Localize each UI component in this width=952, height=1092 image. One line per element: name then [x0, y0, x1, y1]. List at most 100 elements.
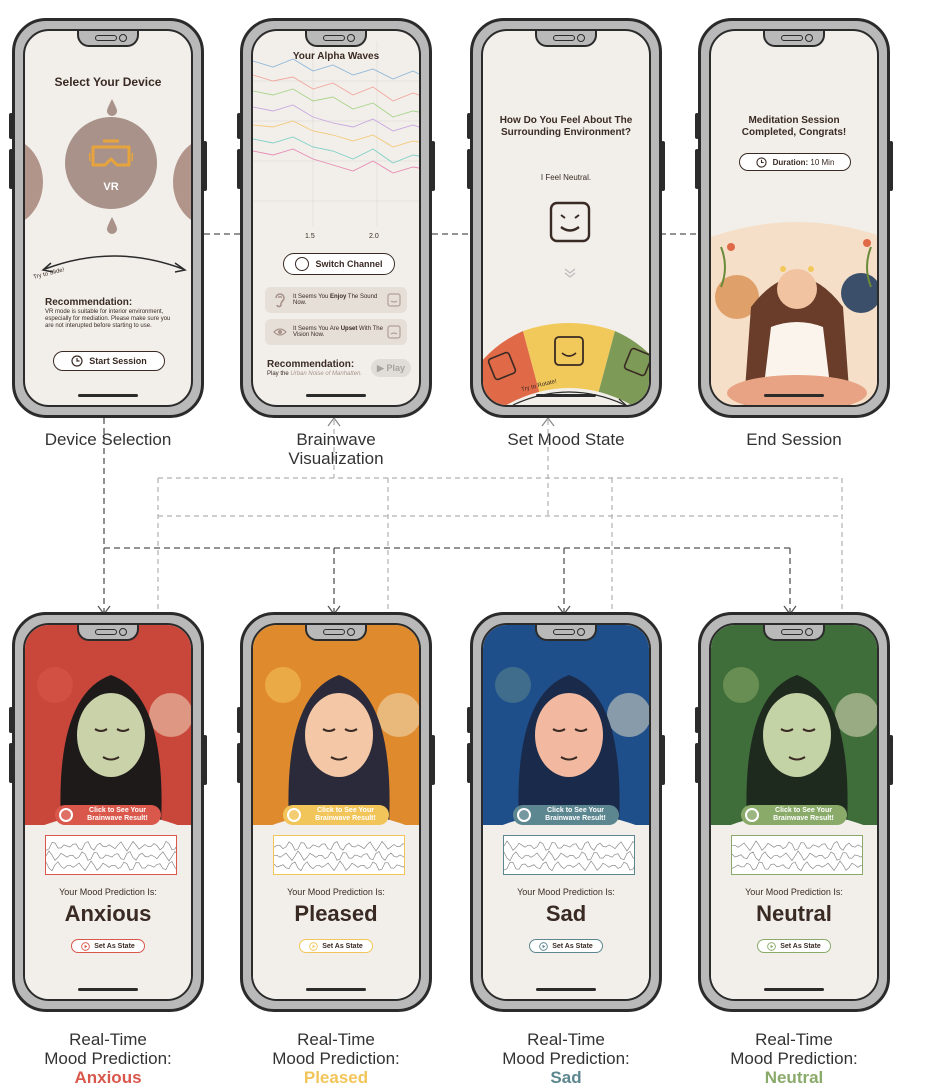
phone-prediction-sad: Click to See Your Brainwave Result! Your… [467, 612, 665, 1012]
view-brainwave-button[interactable]: Click to See Your Brainwave Result! [283, 805, 389, 825]
slide-arc[interactable] [39, 239, 189, 279]
insight-card-sound[interactable]: It Seems You Enjoy The Sound Now. [265, 287, 407, 313]
vr-headset-icon [89, 139, 133, 167]
screen-prediction: Click to See Your Brainwave Result! Your… [251, 623, 421, 1001]
smile-face-icon [387, 293, 401, 307]
caption-brainwave: Brainwave Visualization [288, 430, 384, 468]
set-as-state-button[interactable]: Set As State [757, 939, 831, 953]
feeling-text: I Feel Neutral. [540, 173, 592, 182]
set-as-state-label: Set As State [780, 942, 821, 950]
caption-mood-word: Sad [550, 1068, 582, 1087]
view-brainwave-button[interactable]: Click to See Your Brainwave Result! [55, 805, 161, 825]
view-brainwave-label: Click to See Your Brainwave Result! [87, 807, 148, 822]
smile-face-icon [549, 201, 591, 243]
play-icon [81, 941, 91, 951]
duration-badge: Duration: 10 Min [739, 153, 851, 171]
phone-mood-state: How Do You Feel About The Surrounding En… [467, 18, 665, 418]
screen-prediction: Click to See Your Brainwave Result! Your… [23, 623, 193, 1001]
start-session-button[interactable]: Start Session [53, 351, 165, 371]
prediction-label: Your Mood Prediction Is: [745, 887, 843, 897]
smile-face-icon [387, 325, 401, 339]
x-tick-1: 1.5 [305, 233, 315, 240]
insight-card-vision[interactable]: It Seems You Are Upset With The Vision N… [265, 319, 407, 345]
predicted-mood: Anxious [64, 901, 152, 926]
mood-wheel[interactable] [483, 293, 651, 407]
caption-prediction-anxious: Real-Time Mood Prediction: Anxious [12, 1030, 204, 1087]
view-brainwave-button[interactable]: Click to See Your Brainwave Result! [741, 805, 847, 825]
predicted-mood: Pleased [294, 901, 378, 926]
clock-icon [71, 355, 83, 367]
caption-prediction-sad: Real-Time Mood Prediction: Sad [470, 1030, 662, 1087]
set-as-state-button[interactable]: Set As State [299, 939, 373, 953]
view-brainwave-label: Click to See Your Brainwave Result! [315, 807, 376, 822]
play-icon [539, 941, 549, 951]
screen-prediction: Click to See Your Brainwave Result! Your… [481, 623, 651, 1001]
set-as-state-button[interactable]: Set As State [529, 939, 603, 953]
prediction-label: Your Mood Prediction Is: [287, 887, 385, 897]
chart-title: Your Alpha Waves [292, 51, 380, 62]
screen-brainwave: Your Alpha Waves 1.5 2.0 Switch Channel … [251, 29, 421, 407]
drop-marker-icon [107, 99, 117, 116]
drop-marker-icon [107, 217, 117, 234]
toggle-circle-icon [295, 257, 310, 271]
mood-illustration [253, 625, 419, 825]
alpha-wave-chart [253, 41, 419, 227]
caption-mood-word: Pleased [303, 1068, 369, 1087]
brainwave-trace [45, 835, 177, 875]
screen-end-session: Meditation Session Completed, Congrats! … [709, 29, 879, 407]
recommendation-text: VR mode is suitable for interior environ… [45, 309, 171, 329]
chevron-down-icon [564, 268, 576, 278]
device-option-right[interactable] [173, 137, 191, 227]
set-as-state-label: Set As State [552, 942, 593, 950]
phone-prediction-pleased: Click to See Your Brainwave Result! Your… [237, 612, 435, 1012]
notch [77, 31, 139, 47]
clock-icon [755, 156, 767, 168]
mood-illustration [483, 625, 649, 825]
caption-end: End Session [746, 430, 842, 449]
set-as-state-button[interactable]: Set As State [71, 939, 145, 953]
caption-prediction-neutral: Real-Time Mood Prediction: Neutral [698, 1030, 890, 1087]
phone-prediction-anxious: Click to See Your Brainwave Result! Your… [9, 612, 207, 1012]
phone-prediction-neutral: Click to See Your Brainwave Result! Your… [695, 612, 893, 1012]
view-brainwave-label: Click to See Your Brainwave Result! [545, 807, 606, 822]
completion-title: Meditation Session Completed, Congrats! [741, 115, 847, 138]
caption-mood-word: Neutral [764, 1068, 824, 1087]
mood-illustration [25, 625, 191, 825]
predicted-mood: Sad [545, 901, 587, 926]
device-option-left[interactable] [25, 137, 43, 227]
ear-icon [275, 293, 285, 308]
mood-illustration [711, 625, 877, 825]
prediction-label: Your Mood Prediction Is: [59, 887, 157, 897]
phone-brainwave: Your Alpha Waves 1.5 2.0 Switch Channel … [237, 18, 435, 418]
device-option-vr[interactable]: VR [65, 117, 157, 209]
phone-end-session: Meditation Session Completed, Congrats! … [695, 18, 893, 418]
toggle-circle-icon [287, 808, 301, 822]
recommendation-title: Recommendation: [267, 359, 355, 370]
toggle-circle-icon [517, 808, 531, 822]
caption-mood-word: Anxious [74, 1068, 142, 1087]
switch-channel-button[interactable]: Switch Channel [283, 253, 395, 275]
start-session-label: Start Session [89, 356, 147, 366]
mood-question: How Do You Feel About The Surrounding En… [499, 115, 633, 138]
brainwave-trace [503, 835, 635, 875]
play-button[interactable]: ▶ Play [371, 359, 411, 377]
page-title: Select Your Device [54, 75, 162, 89]
play-icon [309, 941, 319, 951]
screen-prediction: Click to See Your Brainwave Result! Your… [709, 623, 879, 1001]
toggle-circle-icon [59, 808, 73, 822]
screen-mood-state: How Do You Feel About The Surrounding En… [481, 29, 651, 407]
brainwave-trace [273, 835, 405, 875]
view-brainwave-label: Click to See Your Brainwave Result! [773, 807, 834, 822]
device-label: VR [103, 181, 119, 193]
recommendation-text: Play the Urban Noise of Manhatten. [267, 371, 363, 377]
x-tick-2: 2.0 [369, 233, 379, 240]
recommendation-title: Recommendation: [45, 297, 133, 308]
screen-device-selection: Select Your Device VR Try to Slide! Reco… [23, 29, 193, 407]
phone-device-selection: Select Your Device VR Try to Slide! Reco… [9, 18, 207, 418]
meditation-illustration [711, 222, 877, 405]
set-as-state-label: Set As State [94, 942, 135, 950]
view-brainwave-button[interactable]: Click to See Your Brainwave Result! [513, 805, 619, 825]
predicted-mood: Neutral [756, 901, 832, 926]
caption-mood: Set Mood State [507, 430, 625, 449]
brainwave-trace [731, 835, 863, 875]
